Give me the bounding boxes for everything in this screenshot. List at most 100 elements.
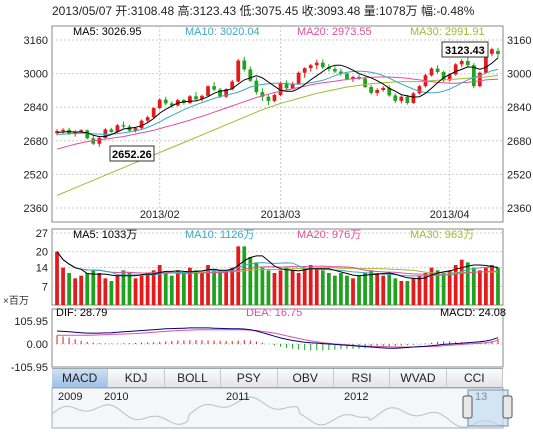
header-high: 高:3123.43	[177, 4, 237, 18]
candle-body	[387, 87, 392, 96]
candle-body	[97, 137, 102, 144]
volume-bar	[284, 267, 289, 305]
price-tick-left: 2680	[24, 136, 48, 148]
candle-body	[333, 68, 337, 72]
candle-body	[339, 71, 343, 74]
volume-bar	[314, 267, 319, 305]
volume-bar	[477, 270, 482, 305]
volume-bar	[339, 273, 343, 305]
candle-body	[121, 125, 126, 127]
candle-body	[417, 86, 422, 94]
volume-bar	[496, 267, 500, 305]
volume-bar	[411, 278, 416, 305]
volume-ma10-line	[56, 251, 499, 277]
volume-bar	[109, 281, 114, 305]
volume-bar	[417, 275, 422, 305]
navigator-left-handle[interactable]	[462, 395, 473, 419]
candle-body	[139, 120, 144, 129]
candle-body	[375, 89, 380, 93]
candle-body	[429, 68, 434, 76]
candle-body	[169, 103, 174, 106]
low-annotation-label: 2652.26	[112, 149, 152, 161]
navigator-frame	[51, 387, 504, 429]
candle-body	[381, 87, 386, 90]
price-tick-left: 2840	[24, 102, 48, 114]
navigator-line	[51, 396, 504, 428]
vol-legend-ma30: MA30: 963万	[410, 229, 474, 241]
volume-bar	[163, 273, 168, 305]
candle-body	[351, 76, 355, 80]
candle-body	[393, 95, 398, 101]
candle-body	[477, 72, 482, 87]
candle-body	[459, 61, 464, 65]
price-tick-right: 3000	[507, 69, 531, 81]
navigator-right-handle[interactable]	[502, 395, 513, 419]
volume-bar	[345, 275, 349, 305]
navigator-year-label: 2012	[344, 391, 368, 403]
high-annotation: 3123.43	[441, 41, 489, 58]
volume-bar	[97, 273, 102, 305]
tab-kdj[interactable]: KDJ	[108, 369, 165, 387]
candle-body	[133, 128, 138, 131]
high-annotation-label: 3123.43	[445, 45, 485, 57]
candle-body	[471, 65, 476, 87]
candle-body	[453, 64, 458, 75]
volume-bar	[333, 275, 337, 305]
volume-bar	[61, 267, 65, 305]
macd-legend-dea: DEA: 16.75	[246, 307, 302, 319]
candle-body	[248, 69, 253, 81]
volume-bar	[188, 267, 192, 305]
tab-wvad[interactable]: WVAD	[390, 369, 447, 387]
volume-bar	[151, 270, 156, 305]
pane-frame-2	[51, 308, 504, 368]
volume-tick: 7	[42, 281, 48, 293]
volume-bar	[206, 265, 210, 305]
candle-body	[236, 60, 241, 82]
legend-ma5: MA5: 3026.95	[73, 26, 142, 38]
tab-cci[interactable]: CCI	[447, 369, 503, 387]
candle-body	[157, 99, 162, 109]
volume-bar	[67, 273, 71, 305]
price-tick-left: 2360	[24, 203, 48, 215]
volume-bar	[242, 246, 247, 305]
candle-body	[447, 74, 452, 81]
vol-legend-ma10: MA10: 1126万	[185, 229, 255, 241]
candle-body	[200, 95, 204, 100]
tab-rsi[interactable]: RSI	[334, 369, 391, 387]
volume-bar	[103, 278, 108, 305]
price-tick-left: 2520	[24, 169, 48, 181]
volume-bar	[484, 267, 488, 305]
volume-bar	[181, 273, 186, 305]
navigator-year-label: 2009	[58, 391, 82, 403]
candle-body	[320, 62, 325, 68]
candle-body	[314, 62, 319, 66]
volume-bar	[357, 275, 361, 305]
volume-bar	[435, 270, 440, 305]
macd-tick: -105.95	[11, 362, 48, 374]
candle-body	[224, 89, 229, 97]
navigator-selection	[467, 389, 509, 427]
volume-bar	[290, 270, 295, 305]
volume-bar	[381, 275, 386, 305]
candle-body	[242, 60, 247, 70]
tab-macd[interactable]: MACD	[52, 369, 109, 387]
candle-body	[496, 50, 500, 55]
candle-body	[218, 89, 222, 97]
header-change: 幅:-0.48%	[421, 4, 475, 18]
volume-bar	[393, 278, 398, 305]
candle-body	[163, 99, 168, 104]
tab-boll[interactable]: BOLL	[165, 369, 222, 387]
volume-bar	[230, 267, 235, 305]
candle-body	[79, 130, 84, 132]
tab-psy[interactable]: PSY	[221, 369, 278, 387]
candle-body	[61, 129, 65, 132]
volume-bar	[169, 275, 174, 305]
header-open: 开:3108.48	[115, 4, 175, 18]
header-close: 收:3093.48	[301, 4, 361, 18]
volume-tick: 14	[36, 263, 48, 275]
indicator-tabs: MACD KDJ BOLL PSY OBV RSI WVAD CCI	[52, 368, 503, 388]
tab-obv[interactable]: OBV	[278, 369, 334, 387]
candle-body	[326, 67, 331, 69]
volume-bar	[139, 275, 144, 305]
ma10-line	[56, 68, 499, 136]
